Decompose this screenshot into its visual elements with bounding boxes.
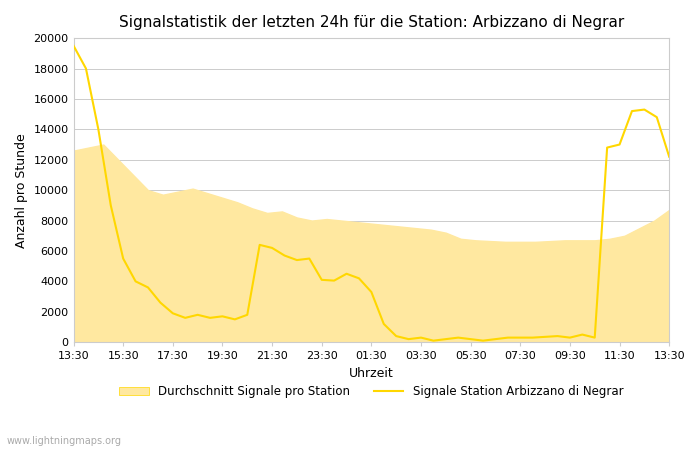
Y-axis label: Anzahl pro Stunde: Anzahl pro Stunde [15,133,28,248]
Title: Signalstatistik der letzten 24h für die Station: Arbizzano di Negrar: Signalstatistik der letzten 24h für die … [119,15,624,30]
Text: www.lightningmaps.org: www.lightningmaps.org [7,436,122,446]
Legend: Durchschnitt Signale pro Station, Signale Station Arbizzano di Negrar: Durchschnitt Signale pro Station, Signal… [115,381,628,403]
X-axis label: Uhrzeit: Uhrzeit [349,367,393,380]
